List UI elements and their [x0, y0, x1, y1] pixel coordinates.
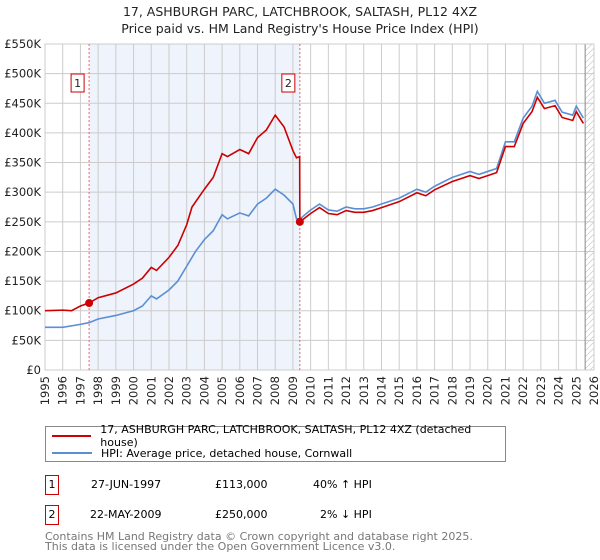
- x-tick-label: 2025: [569, 376, 583, 405]
- hpi-line: [45, 89, 585, 329]
- y-tick-label: £250K: [4, 215, 41, 229]
- property-price-line: [44, 95, 585, 312]
- x-tick-label: 2013: [357, 376, 371, 405]
- y-tick-label: £300K: [4, 185, 41, 199]
- x-tick-label: 2020: [481, 376, 495, 405]
- x-tick-label: 1996: [56, 376, 70, 405]
- y-tick-label: £100K: [4, 304, 41, 318]
- forecast-hatch: [585, 44, 594, 370]
- y-tick-label: £50K: [12, 333, 42, 347]
- x-tick-label: 2017: [428, 376, 442, 405]
- x-tick-label: 2024: [552, 376, 566, 405]
- y-tick-label: £450K: [4, 96, 41, 110]
- sale-price: £113,000: [215, 478, 268, 491]
- sale-date: 27-JUN-1997: [91, 478, 162, 491]
- x-tick-label: 1999: [109, 376, 123, 405]
- x-tick-label: 1997: [73, 376, 87, 405]
- sale-number-badge: 2: [45, 505, 59, 525]
- x-tick-label: 2014: [374, 376, 388, 405]
- sale-hpi-diff: 40% ↑ HPI: [313, 478, 372, 491]
- y-tick-label: £500K: [4, 67, 41, 81]
- sale-number-badge: 1: [45, 475, 59, 495]
- legend: 17, ASHBURGH PARC, LATCHBROOK, SALTASH, …: [45, 423, 506, 462]
- sale-hpi-diff: 2% ↓ HPI: [320, 508, 372, 521]
- sale-row: 1 27-JUN-1997 £113,000 40% ↑ HPI: [45, 475, 445, 495]
- sale-label-box: [70, 73, 85, 93]
- y-tick-label: £200K: [4, 244, 41, 258]
- x-tick-label: 1995: [38, 376, 52, 405]
- x-tick-label: 2004: [197, 376, 211, 405]
- x-tick-label: 2009: [286, 376, 300, 405]
- legend-property: 17, ASHBURGH PARC, LATCHBROOK, SALTASH, …: [100, 423, 472, 449]
- y-tick-label: £400K: [4, 126, 41, 140]
- x-tick-label: 2002: [162, 376, 176, 405]
- x-tick-label: 2005: [215, 376, 229, 405]
- x-tick-label: 2011: [321, 376, 335, 405]
- sale-label: 2: [285, 77, 292, 90]
- plot-border: [44, 43, 595, 371]
- y-tick-label: £0: [26, 363, 41, 377]
- x-tick-label: 2001: [144, 376, 158, 405]
- chart-subtitle: Price paid vs. HM Land Registry's House …: [121, 21, 479, 36]
- sale-point: [295, 217, 304, 226]
- x-tick-label: 2006: [233, 376, 247, 405]
- y-tick-label: £150K: [4, 274, 41, 288]
- price-chart: £0 £50K £100K £150K £200K £250K £300K £350K £400…: [4, 37, 600, 405]
- y-tick-label: £550K: [4, 37, 41, 51]
- x-tick-label: 2022: [516, 376, 530, 405]
- sale-period-shading: [89, 44, 300, 370]
- hpi-line-swatch: [52, 452, 92, 454]
- x-tick-label: 2010: [304, 376, 318, 405]
- x-tick-label: 2021: [498, 376, 512, 405]
- x-tick-label: 1998: [91, 376, 105, 405]
- legend-hpi: HPI: Average price, detached house, Corn…: [101, 446, 353, 460]
- x-tick-label: 2003: [180, 376, 194, 405]
- x-tick-label: 2019: [463, 376, 477, 405]
- sale-row: 2 22-MAY-2009 £250,000 2% ↓ HPI: [45, 505, 445, 525]
- sale-label-box: [281, 73, 296, 93]
- x-tick-label: 2023: [534, 376, 548, 405]
- sale-label: 1: [74, 77, 81, 90]
- x-tick-label: 2026: [587, 376, 600, 405]
- x-tick-label: 2016: [410, 376, 424, 405]
- x-tick-label: 2007: [251, 376, 265, 405]
- x-tick-label: 2012: [339, 376, 353, 405]
- x-tick-label: 2015: [392, 376, 406, 405]
- x-tick-label: 2018: [445, 376, 459, 405]
- sale-point: [85, 299, 94, 308]
- sale-price: £250,000: [215, 508, 268, 521]
- y-tick-label: £350K: [4, 156, 41, 170]
- sale-date: 22-MAY-2009: [90, 508, 162, 521]
- footer-copyright: Contains HM Land Registry data © Crown c…: [45, 530, 473, 543]
- footer-licence: This data is licensed under the Open Gov…: [45, 540, 396, 553]
- x-tick-label: 2008: [268, 376, 282, 405]
- chart-title: 17, ASHBURGH PARC, LATCHBROOK, SALTASH, …: [122, 4, 478, 19]
- property-line-swatch: [52, 435, 92, 437]
- x-tick-label: 2000: [127, 376, 141, 405]
